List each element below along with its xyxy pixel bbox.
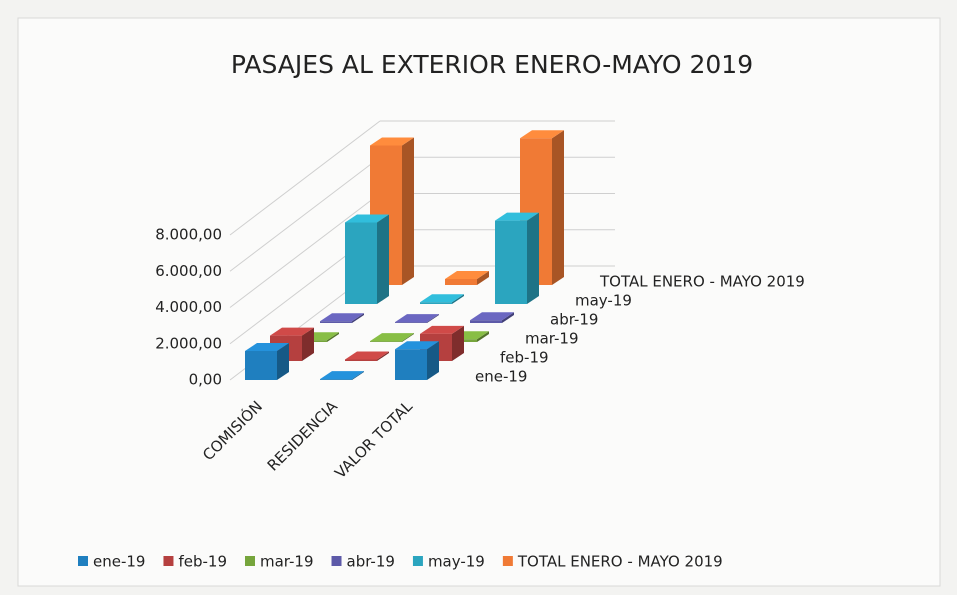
bar-top (320, 313, 364, 322)
bar-front (320, 321, 352, 323)
legend-label: mar-19 (260, 553, 314, 571)
grid-line (229, 193, 381, 308)
bar-side (527, 212, 539, 304)
bar-front (395, 322, 427, 323)
bar-top (345, 351, 389, 360)
bar (395, 314, 439, 323)
legend-label: TOTAL ENERO - MAYO 2019 (517, 553, 723, 571)
bar-front (495, 220, 527, 304)
bar-front (445, 279, 477, 285)
depth-tick-label: feb-19 (500, 349, 549, 367)
chart-frame (17, 17, 941, 587)
bar-side (352, 313, 364, 323)
bar-top (245, 343, 289, 351)
bar-side (427, 314, 439, 323)
y-tick-label: 8.000,00 (155, 226, 222, 244)
bar-top (370, 137, 414, 146)
bar-side (552, 130, 564, 285)
bar-side (327, 332, 339, 342)
bar-side (377, 351, 389, 361)
legend-label: ene-19 (93, 553, 145, 571)
legend-label: feb-19 (178, 553, 227, 571)
bar-front (245, 351, 277, 380)
bar-front (370, 341, 402, 342)
bar-side (352, 371, 364, 380)
bar-top (420, 325, 464, 334)
y-tick-label: 6.000,00 (155, 262, 222, 280)
grid-line (229, 120, 381, 236)
bar-side (452, 325, 464, 361)
bar (420, 294, 464, 304)
bar-side (277, 343, 289, 380)
depth-tick-label: mar-19 (525, 330, 579, 348)
bar (395, 341, 439, 380)
legend-swatch (78, 556, 88, 566)
legend-swatch (245, 556, 255, 566)
bar-side (302, 327, 314, 361)
y-tick-label: 2.000,00 (155, 334, 222, 352)
bar (495, 212, 539, 304)
bar-side (502, 312, 514, 323)
bar-side (477, 271, 489, 285)
legend-swatch (163, 556, 174, 566)
bar (245, 343, 289, 380)
bar-top (345, 214, 389, 223)
depth-tick-label: abr-19 (550, 311, 598, 329)
bar-top (520, 130, 564, 139)
bar (470, 312, 514, 323)
bar-top (395, 314, 439, 323)
bar-front (395, 349, 427, 380)
legend-label: may-19 (428, 553, 485, 571)
depth-tick-label: may-19 (575, 292, 632, 310)
bar-top (495, 212, 539, 221)
chart-title: PASAJES AL EXTERIOR ENERO-MAYO 2019 (231, 50, 753, 79)
grid-line (229, 156, 381, 272)
bar-top (270, 327, 314, 336)
bar (370, 333, 414, 342)
bar-side (477, 331, 489, 342)
bar-top (395, 341, 439, 350)
bar-top (470, 312, 514, 321)
bar-front (420, 302, 452, 304)
bar-side (452, 294, 464, 304)
bar-top (320, 371, 364, 380)
y-tick-label: 4.000,00 (155, 298, 222, 316)
bar-front (470, 320, 502, 323)
bar-top (445, 271, 489, 280)
depth-tick-label: ene-19 (475, 368, 527, 386)
bar (345, 351, 389, 361)
bar-top (370, 333, 414, 342)
bar (445, 271, 489, 285)
bar-side (427, 341, 439, 380)
bar (320, 371, 364, 380)
bar-side (377, 214, 389, 304)
depth-tick-label: TOTAL ENERO - MAYO 2019 (599, 273, 805, 291)
bar-front (345, 359, 377, 361)
bar (345, 214, 389, 304)
bar (320, 313, 364, 323)
legend-swatch (331, 556, 342, 566)
legend-label: abr-19 (347, 553, 395, 571)
legend-swatch (412, 556, 423, 566)
legend-swatch (502, 556, 513, 566)
bar-top (420, 294, 464, 303)
bar-side (402, 333, 414, 342)
bar-front (345, 222, 377, 304)
y-tick-label: 0,00 (189, 371, 222, 389)
bar-front (320, 379, 352, 380)
bar-side (402, 137, 414, 285)
